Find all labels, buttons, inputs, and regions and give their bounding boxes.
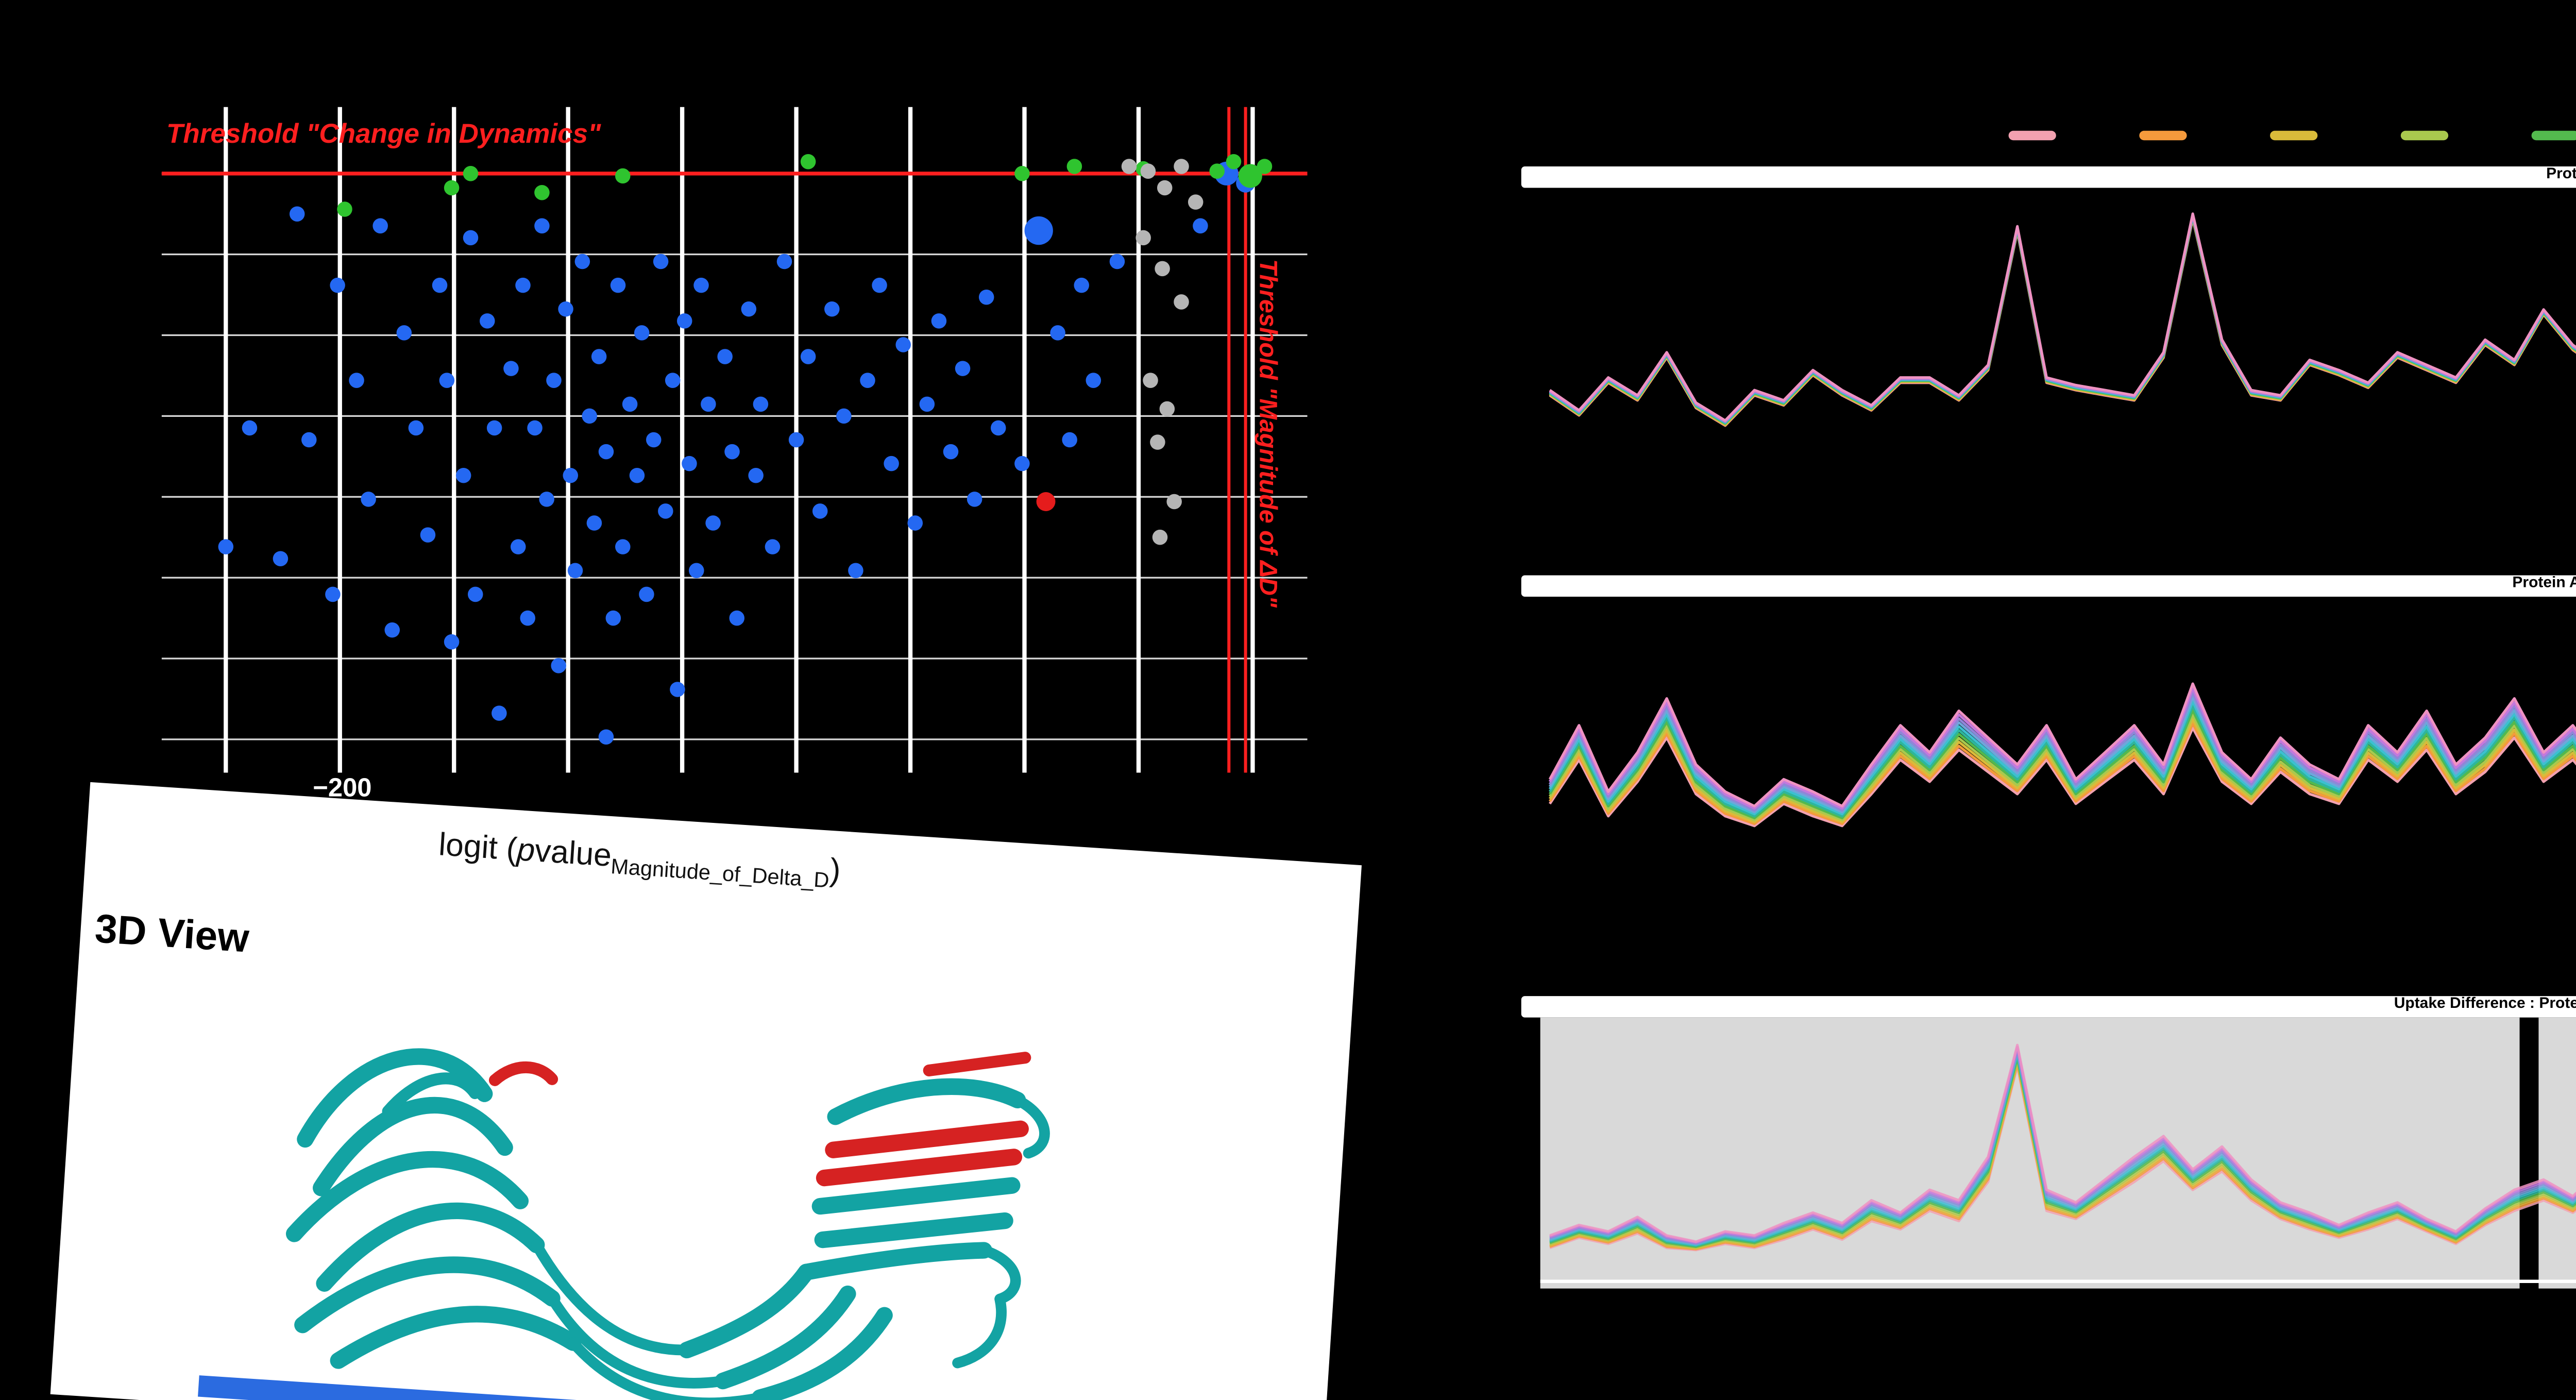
protein-ribbon-viewer[interactable]: [217, 945, 1100, 1400]
legend-item-5[interactable]: [2531, 130, 2576, 139]
uptake-chart-protein-a-ligand[interactable]: [1521, 597, 2576, 968]
axis-label-subscript: Magnitude_of_Delta_D: [610, 854, 830, 892]
axis-label-post: ): [828, 852, 842, 888]
legend-item-3[interactable]: [2270, 130, 2318, 139]
legend-item-2[interactable]: [2139, 130, 2187, 139]
axis-label-pre: logit (: [437, 826, 518, 867]
timepoint-legend: [2008, 130, 2576, 139]
uptake-difference-chart[interactable]: [1521, 1016, 2576, 1296]
uptake-chart-protein-a[interactable]: [1521, 188, 2576, 559]
structure-panel: logit (pvalueMagnitude_of_Delta_D) 3D Vi…: [50, 782, 1362, 1400]
structure-panel-title: 3D View: [93, 906, 251, 962]
chart-title-uptake-difference: Uptake Difference : Protein A - (Protein…: [1521, 996, 2576, 1017]
chart-title-protein-a-text: Protein A: [2546, 166, 2576, 183]
chart-title-uptake-difference-text: Uptake Difference : Protein A - (Protein…: [2394, 996, 2576, 1013]
chart-title-protein-a-ligand-text: Protein A + Ligand: [2512, 575, 2576, 592]
axis-label-p: p: [516, 831, 536, 869]
threshold-dynamics-label: Threshold "Change in Dynamics": [166, 121, 601, 150]
threshold-magnitude-label: Threshold "Magnitude of ΔD": [1252, 259, 1281, 608]
volcano-plot-canvas[interactable]: [161, 107, 1308, 773]
chart-title-protein-a: Protein A: [1521, 166, 2576, 187]
axis-label-value: value: [534, 833, 613, 873]
legend-item-1[interactable]: [2008, 130, 2056, 139]
volcano-x-axis-label: logit (pvalueMagnitude_of_Delta_D): [437, 826, 842, 892]
volcano-plot: Threshold "Change in Dynamics" Threshold…: [161, 107, 1308, 773]
legend-item-4[interactable]: [2400, 130, 2449, 139]
chart-title-protein-a-ligand: Protein A + Ligand: [1521, 575, 2576, 596]
